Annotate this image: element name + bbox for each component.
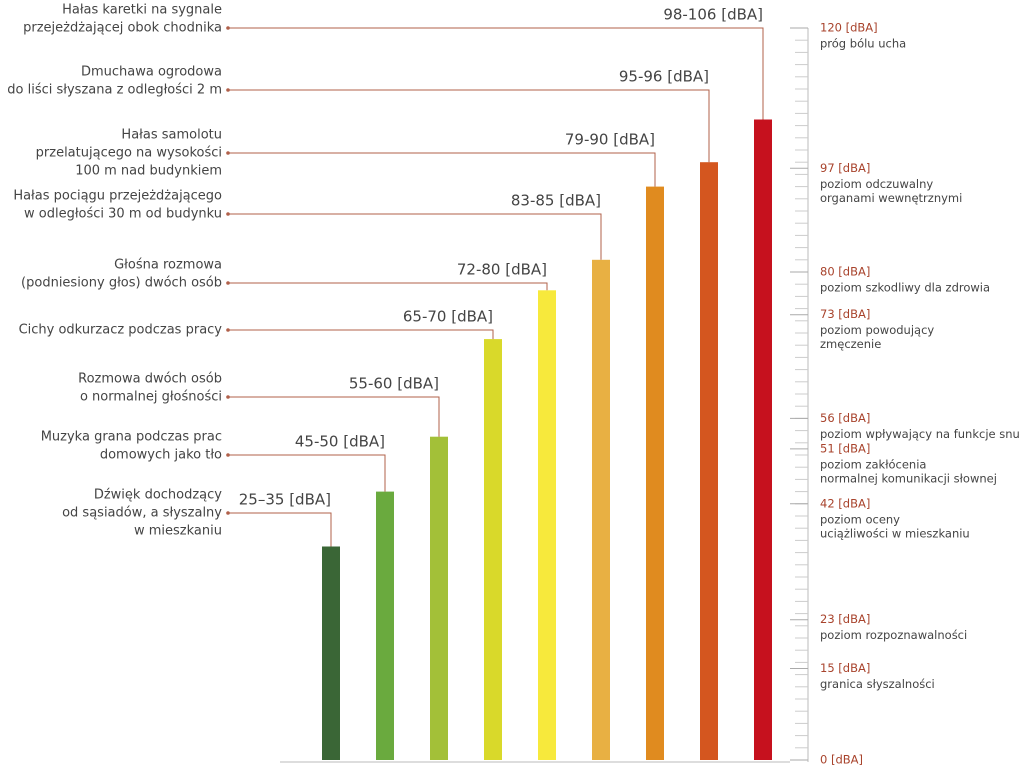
bar bbox=[646, 186, 664, 761]
y-tick-label: 15 [dBA] bbox=[820, 661, 870, 675]
category-label: przejeżdżającej obok chodnika bbox=[23, 21, 222, 36]
range-label: 45-50 [dBA] bbox=[295, 433, 385, 451]
y-tick-label: 97 [dBA] bbox=[820, 161, 870, 175]
category-label: Hałas karetki na sygnale bbox=[62, 3, 222, 18]
y-tick-label: 120 [dBA] bbox=[820, 21, 878, 35]
leader-line bbox=[228, 282, 548, 291]
leader-dot bbox=[226, 281, 230, 285]
bar bbox=[700, 162, 718, 760]
range-label: 98-106 [dBA] bbox=[663, 6, 763, 24]
category-label: od sąsiadów, a słyszalny bbox=[62, 506, 222, 521]
leader-dot bbox=[226, 212, 230, 216]
range-label: 65-70 [dBA] bbox=[403, 308, 493, 326]
category-label: Muzyka grana podczas prac bbox=[41, 430, 222, 445]
leader-dot bbox=[226, 26, 230, 30]
threshold-note: poziom oceny bbox=[820, 512, 900, 526]
category-label: do liści słyszana z odległości 2 m bbox=[7, 83, 222, 98]
leader-line bbox=[228, 213, 602, 260]
threshold-note: poziom zakłócenia bbox=[820, 457, 926, 471]
leader-line bbox=[228, 512, 332, 547]
leader-dot bbox=[226, 151, 230, 155]
threshold-note: poziom powodujący bbox=[820, 323, 934, 337]
leader-dot bbox=[226, 511, 230, 515]
threshold-note: poziom rozpoznawalności bbox=[820, 628, 967, 642]
threshold-note: uciążliwości w mieszkaniu bbox=[820, 526, 970, 540]
range-label: 25–35 [dBA] bbox=[239, 491, 331, 509]
leader-dot bbox=[226, 453, 230, 457]
bar bbox=[376, 491, 394, 760]
category-label: Hałas pociągu przejeżdżającego bbox=[13, 189, 222, 204]
category-label: Rozmowa dwóch osób bbox=[78, 372, 222, 387]
bar bbox=[538, 290, 556, 760]
category-label: Głośna rozmowa bbox=[114, 258, 222, 273]
category-label: o normalnej głośności bbox=[80, 390, 222, 405]
bar bbox=[754, 119, 772, 760]
category-label: domowych jako tło bbox=[100, 448, 222, 463]
y-tick-label: 23 [dBA] bbox=[820, 612, 870, 626]
range-label: 79-90 [dBA] bbox=[565, 131, 655, 149]
leader-dot bbox=[226, 88, 230, 92]
leader-line bbox=[228, 329, 494, 340]
y-tick-label: 73 [dBA] bbox=[820, 307, 870, 321]
leader-line bbox=[228, 152, 656, 187]
y-tick-label: 0 [dBA] bbox=[820, 753, 863, 767]
range-label: 72-80 [dBA] bbox=[457, 261, 547, 279]
y-tick-label: 51 [dBA] bbox=[820, 441, 870, 455]
threshold-note: próg bólu ucha bbox=[820, 37, 906, 51]
bar bbox=[322, 546, 340, 760]
threshold-note: normalnej komunikacji słownej bbox=[820, 471, 997, 485]
range-label: 83-85 [dBA] bbox=[511, 192, 601, 210]
category-label: Dźwięk dochodzący bbox=[94, 488, 222, 503]
bar bbox=[430, 436, 448, 760]
threshold-note: zmęczenie bbox=[820, 337, 881, 351]
category-label: (podniesiony głos) dwóch osób bbox=[21, 276, 222, 291]
category-label: Dmuchawa ogrodowa bbox=[81, 65, 222, 80]
category-label: Cichy odkurzacz podczas pracy bbox=[19, 323, 223, 338]
category-label: Hałas samolotu bbox=[121, 128, 222, 143]
range-label: 95-96 [dBA] bbox=[619, 68, 709, 86]
y-tick-label: 80 [dBA] bbox=[820, 265, 870, 279]
threshold-note: poziom odczuwalny bbox=[820, 177, 933, 191]
range-label: 55-60 [dBA] bbox=[349, 375, 439, 393]
y-tick-label: 56 [dBA] bbox=[820, 411, 870, 425]
leader-dot bbox=[226, 328, 230, 332]
leader-line bbox=[228, 396, 440, 437]
threshold-note: poziom szkodliwy dla zdrowia bbox=[820, 281, 990, 295]
threshold-note: granica słyszalności bbox=[820, 677, 935, 691]
threshold-note: poziom wpływający na funkcje snu bbox=[820, 427, 1020, 441]
bar bbox=[592, 259, 610, 760]
bar bbox=[484, 339, 502, 760]
leader-dot bbox=[226, 395, 230, 399]
leader-line bbox=[228, 89, 710, 163]
leader-line bbox=[228, 454, 386, 492]
y-tick-label: 42 [dBA] bbox=[820, 496, 870, 510]
category-label: przelatującego na wysokości bbox=[36, 146, 222, 161]
category-label: w odległości 30 m od budynku bbox=[24, 207, 222, 222]
category-label: 100 m nad budynkiem bbox=[75, 164, 222, 179]
category-label: w mieszkaniu bbox=[134, 524, 222, 539]
threshold-note: organami wewnętrznymi bbox=[820, 191, 962, 205]
leader-line bbox=[228, 27, 764, 120]
